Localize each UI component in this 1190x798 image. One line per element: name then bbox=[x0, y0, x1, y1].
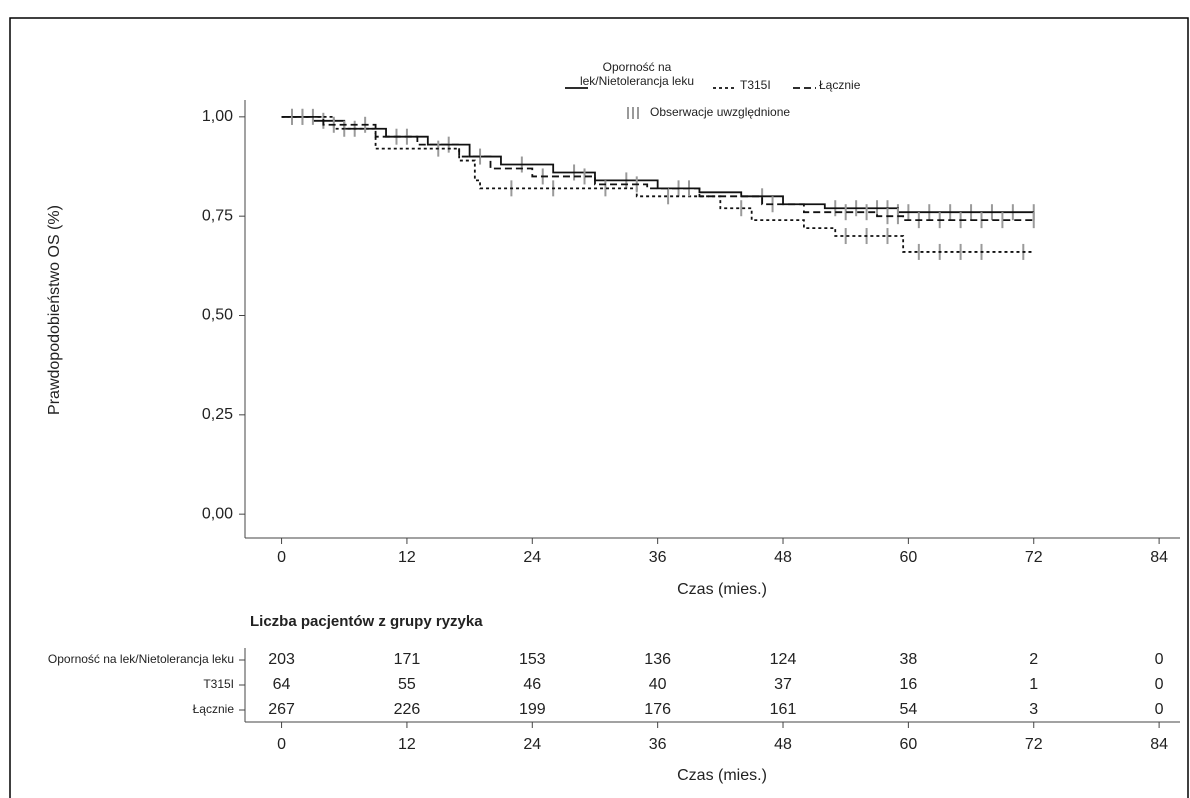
risk-x-axis-label: Czas (mies.) bbox=[677, 767, 767, 784]
risk-count: 203 bbox=[268, 651, 295, 668]
risk-count: 16 bbox=[899, 676, 917, 693]
x-tick-label: 84 bbox=[1150, 549, 1168, 566]
legend-label: Obserwacje uwzględnione bbox=[650, 105, 790, 119]
risk-table-title: Liczba pacjentów z grupy ryzyka bbox=[250, 613, 483, 630]
x-tick-label: 48 bbox=[774, 549, 792, 566]
risk-count: 161 bbox=[770, 701, 797, 718]
risk-count: 38 bbox=[899, 651, 917, 668]
risk-count: 2 bbox=[1029, 651, 1038, 668]
risk-count: 54 bbox=[899, 701, 917, 718]
risk-count: 124 bbox=[770, 651, 797, 668]
risk-x-tick-label: 0 bbox=[277, 736, 286, 753]
survival-curve bbox=[281, 115, 1034, 214]
legend-label: Łącznie bbox=[819, 78, 861, 92]
risk-count: 0 bbox=[1155, 701, 1164, 718]
x-axis-label: Czas (mies.) bbox=[677, 581, 767, 598]
risk-x-tick-label: 12 bbox=[398, 736, 416, 753]
risk-row-label: Łącznie bbox=[193, 702, 235, 716]
risk-count: 0 bbox=[1155, 651, 1164, 668]
risk-row-label: Oporność na lek/Nietolerancja leku bbox=[48, 652, 234, 666]
legend-label: T315I bbox=[740, 78, 771, 92]
x-tick-label: 72 bbox=[1025, 549, 1043, 566]
legend-label: Oporność na lek/Nietolerancja leku bbox=[579, 60, 695, 88]
x-tick-label: 24 bbox=[523, 549, 541, 566]
y-tick-label: 0,25 bbox=[202, 406, 233, 423]
risk-count: 171 bbox=[394, 651, 421, 668]
x-tick-label: 12 bbox=[398, 549, 416, 566]
x-tick-label: 60 bbox=[899, 549, 917, 566]
survival-curve bbox=[281, 115, 1034, 253]
y-tick-label: 0,50 bbox=[202, 307, 233, 324]
survival-curve bbox=[281, 115, 1034, 222]
risk-x-tick-label: 36 bbox=[649, 736, 667, 753]
risk-count: 176 bbox=[644, 701, 671, 718]
x-tick-label: 36 bbox=[649, 549, 667, 566]
y-tick-label: 0,75 bbox=[202, 207, 233, 224]
risk-count: 46 bbox=[523, 676, 541, 693]
risk-row-label: T315I bbox=[203, 677, 234, 691]
risk-count: 3 bbox=[1029, 701, 1038, 718]
risk-count: 226 bbox=[394, 701, 421, 718]
y-tick-label: 0,00 bbox=[202, 505, 233, 522]
risk-count: 136 bbox=[644, 651, 671, 668]
risk-count: 0 bbox=[1155, 676, 1164, 693]
risk-count: 199 bbox=[519, 701, 546, 718]
risk-x-tick-label: 24 bbox=[523, 736, 541, 753]
frame bbox=[9, 17, 1189, 798]
risk-count: 1 bbox=[1029, 676, 1038, 693]
risk-x-tick-label: 84 bbox=[1150, 736, 1168, 753]
y-axis-label: Prawdopodobieństwo OS (%) bbox=[46, 205, 63, 415]
risk-count: 37 bbox=[774, 676, 792, 693]
risk-count: 153 bbox=[519, 651, 546, 668]
risk-count: 267 bbox=[268, 701, 295, 718]
y-tick-label: 1,00 bbox=[202, 108, 233, 125]
risk-x-tick-label: 60 bbox=[899, 736, 917, 753]
risk-count: 40 bbox=[649, 676, 667, 693]
risk-count: 55 bbox=[398, 676, 416, 693]
risk-count: 64 bbox=[273, 676, 291, 693]
x-tick-label: 0 bbox=[277, 549, 286, 566]
risk-x-tick-label: 48 bbox=[774, 736, 792, 753]
risk-x-tick-label: 72 bbox=[1025, 736, 1043, 753]
